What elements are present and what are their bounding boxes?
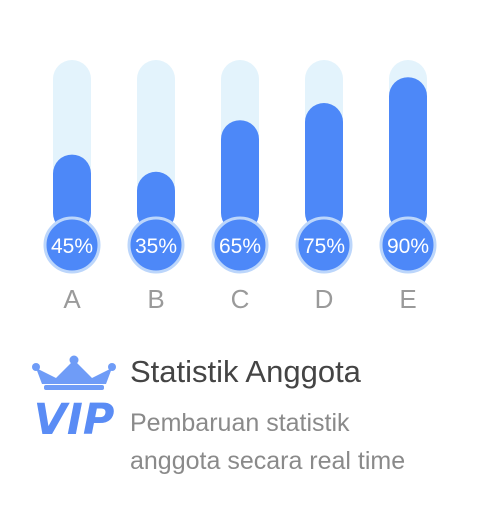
bar-a xyxy=(53,154,91,232)
bar-e xyxy=(389,77,427,232)
member-percentage-bar-chart: 45% A 35% B 65% C 75% D 90% E xyxy=(43,60,437,314)
category-label-c: C xyxy=(231,284,250,314)
value-badge-b xyxy=(127,216,185,274)
value-label-e: 90% xyxy=(387,235,429,258)
value-badge-c xyxy=(211,216,269,274)
value-badge-e xyxy=(379,216,437,274)
vip-info-section: VIP Statistik Anggota Pembaruan statisti… xyxy=(0,340,480,516)
category-label-b: B xyxy=(147,284,164,314)
value-label-b: 35% xyxy=(135,235,177,258)
bar-group-e: 90% E xyxy=(379,60,437,314)
crown-shape xyxy=(36,360,112,384)
description-line-2: anggota secara real time xyxy=(130,447,406,475)
bar-group-b: 35% B xyxy=(127,60,185,314)
category-label-d: D xyxy=(315,284,334,314)
category-label-a: A xyxy=(63,284,81,314)
value-badge-d xyxy=(295,216,353,274)
value-label-c: 65% xyxy=(219,235,261,258)
value-label-d: 75% xyxy=(303,235,345,258)
value-label-a: 45% xyxy=(51,235,93,258)
vip-crown-icon: VIP xyxy=(32,355,116,445)
value-badge-a xyxy=(43,216,101,274)
category-label-e: E xyxy=(399,284,416,314)
section-description: Pembaruan statistik anggota secara real … xyxy=(130,404,470,480)
vip-logo-text: VIP xyxy=(34,395,115,445)
bar-d xyxy=(305,103,343,232)
bar-b xyxy=(137,171,175,232)
bar-group-a: 45% A xyxy=(43,60,101,314)
bar-group-d: 75% D xyxy=(295,60,353,314)
bar-group-c: 65% C xyxy=(211,60,269,314)
description-line-1: Pembaruan statistik xyxy=(130,409,350,437)
section-title: Statistik Anggota xyxy=(130,354,361,389)
bar-c xyxy=(221,120,259,232)
